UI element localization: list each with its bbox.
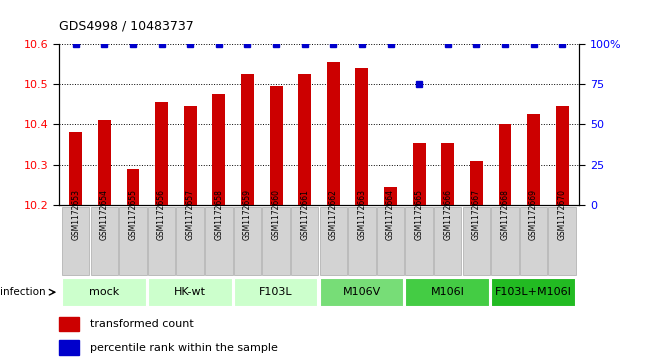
FancyBboxPatch shape [148,277,232,307]
Bar [212,94,225,205]
Bar [527,114,540,205]
FancyBboxPatch shape [492,207,519,275]
Text: GSM1172666: GSM1172666 [443,189,452,241]
Text: transformed count: transformed count [90,319,193,329]
Text: GSM1172669: GSM1172669 [529,189,538,241]
Text: F103L: F103L [259,287,293,297]
Text: GSM1172658: GSM1172658 [214,189,223,241]
Text: GSM1172655: GSM1172655 [128,189,137,241]
Text: GSM1172668: GSM1172668 [501,189,510,241]
FancyBboxPatch shape [348,207,376,275]
FancyBboxPatch shape [62,277,146,307]
Text: infection: infection [0,287,46,297]
Bar [59,317,79,331]
Bar [270,86,283,205]
Bar [126,169,139,205]
FancyBboxPatch shape [434,207,462,275]
Text: GSM1172659: GSM1172659 [243,189,252,241]
FancyBboxPatch shape [90,207,118,275]
Text: GSM1172660: GSM1172660 [271,189,281,241]
Text: percentile rank within the sample: percentile rank within the sample [90,343,278,352]
Bar [184,106,197,205]
FancyBboxPatch shape [262,207,290,275]
Text: M106I: M106I [431,287,465,297]
FancyBboxPatch shape [406,277,490,307]
FancyBboxPatch shape [119,207,146,275]
Bar [241,74,254,205]
Bar [59,340,79,355]
Text: GSM1172663: GSM1172663 [357,189,367,241]
FancyBboxPatch shape [320,277,404,307]
FancyBboxPatch shape [492,277,576,307]
FancyBboxPatch shape [234,277,318,307]
FancyBboxPatch shape [463,207,490,275]
FancyBboxPatch shape [406,207,433,275]
FancyBboxPatch shape [205,207,232,275]
Text: GSM1172657: GSM1172657 [186,189,195,241]
FancyBboxPatch shape [291,207,318,275]
FancyBboxPatch shape [549,207,576,275]
Text: M106V: M106V [343,287,381,297]
FancyBboxPatch shape [176,207,204,275]
Text: GSM1172665: GSM1172665 [415,189,424,241]
Bar [355,68,368,205]
Text: GSM1172661: GSM1172661 [300,189,309,241]
Bar [69,132,82,205]
Bar [98,120,111,205]
FancyBboxPatch shape [320,207,347,275]
Text: GSM1172654: GSM1172654 [100,189,109,241]
Text: GSM1172667: GSM1172667 [472,189,481,241]
Bar [384,187,397,205]
Text: GDS4998 / 10483737: GDS4998 / 10483737 [59,20,193,33]
FancyBboxPatch shape [62,207,89,275]
Bar [327,62,340,205]
Bar [499,124,512,205]
Text: GSM1172653: GSM1172653 [71,189,80,241]
Text: GSM1172656: GSM1172656 [157,189,166,241]
Bar [298,74,311,205]
Text: GSM1172662: GSM1172662 [329,189,338,241]
Text: GSM1172670: GSM1172670 [558,189,567,241]
FancyBboxPatch shape [234,207,261,275]
Bar [556,106,569,205]
Bar [155,102,168,205]
Text: F103L+M106I: F103L+M106I [495,287,572,297]
Bar [441,143,454,205]
Text: mock: mock [89,287,120,297]
FancyBboxPatch shape [148,207,175,275]
Bar [470,161,483,205]
Bar [413,143,426,205]
FancyBboxPatch shape [520,207,547,275]
FancyBboxPatch shape [377,207,404,275]
Text: GSM1172664: GSM1172664 [386,189,395,241]
Text: HK-wt: HK-wt [174,287,206,297]
